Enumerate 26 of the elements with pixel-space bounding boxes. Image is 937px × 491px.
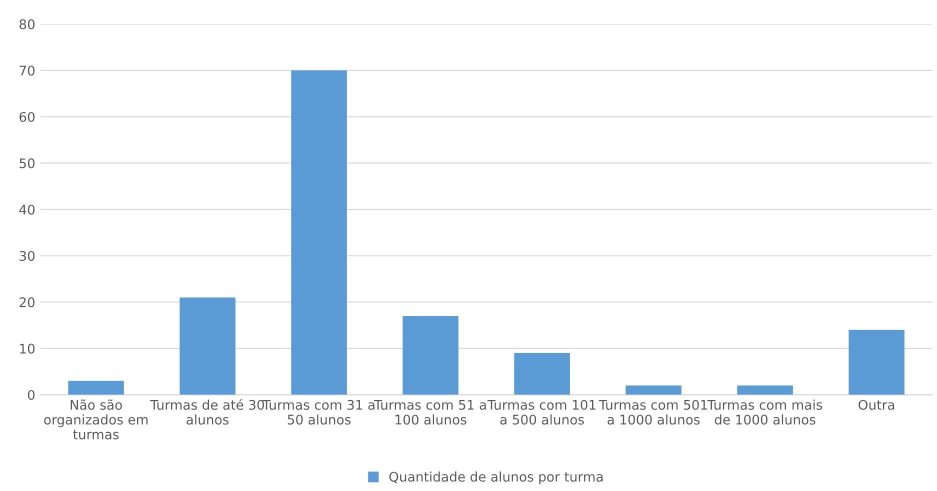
x-tick-label: Turmas com 501 a 1000 alunos bbox=[598, 400, 707, 425]
bar bbox=[291, 70, 347, 395]
bar bbox=[514, 353, 570, 395]
y-tick-label: 40 bbox=[19, 204, 35, 215]
y-tick-label: 60 bbox=[20, 112, 35, 122]
x-tick-label: Outra bbox=[858, 400, 894, 410]
bar bbox=[68, 380, 124, 395]
x-tick-label: Turmas com mais de 1000 alunos bbox=[707, 400, 822, 425]
bar bbox=[402, 316, 458, 395]
x-tick-label: Turmas com 101 a 500 alunos bbox=[487, 400, 596, 425]
y-tick-label: 0 bbox=[28, 390, 35, 400]
y-tick-label: 80 bbox=[20, 19, 35, 30]
bar bbox=[848, 330, 904, 395]
bar bbox=[626, 385, 682, 395]
y-tick-label: 70 bbox=[20, 66, 35, 76]
y-tick-label: 10 bbox=[20, 344, 35, 354]
x-tick-label: Turmas de até 30 alunos bbox=[150, 399, 264, 425]
y-tick-label: 50 bbox=[20, 158, 35, 168]
bar bbox=[737, 385, 793, 395]
y-tick-label: 30 bbox=[20, 250, 35, 261]
legend-label: Quantidade de alunos por turma bbox=[389, 472, 603, 484]
x-tick-label: Não são organizados em turmas bbox=[44, 399, 148, 440]
x-tick-label: Turmas com 31 a 50 alunos bbox=[262, 400, 374, 425]
y-tick-label: 20 bbox=[20, 297, 35, 308]
bar bbox=[180, 297, 236, 395]
x-tick-label: Turmas com 51 a 100 alunos bbox=[374, 400, 486, 425]
